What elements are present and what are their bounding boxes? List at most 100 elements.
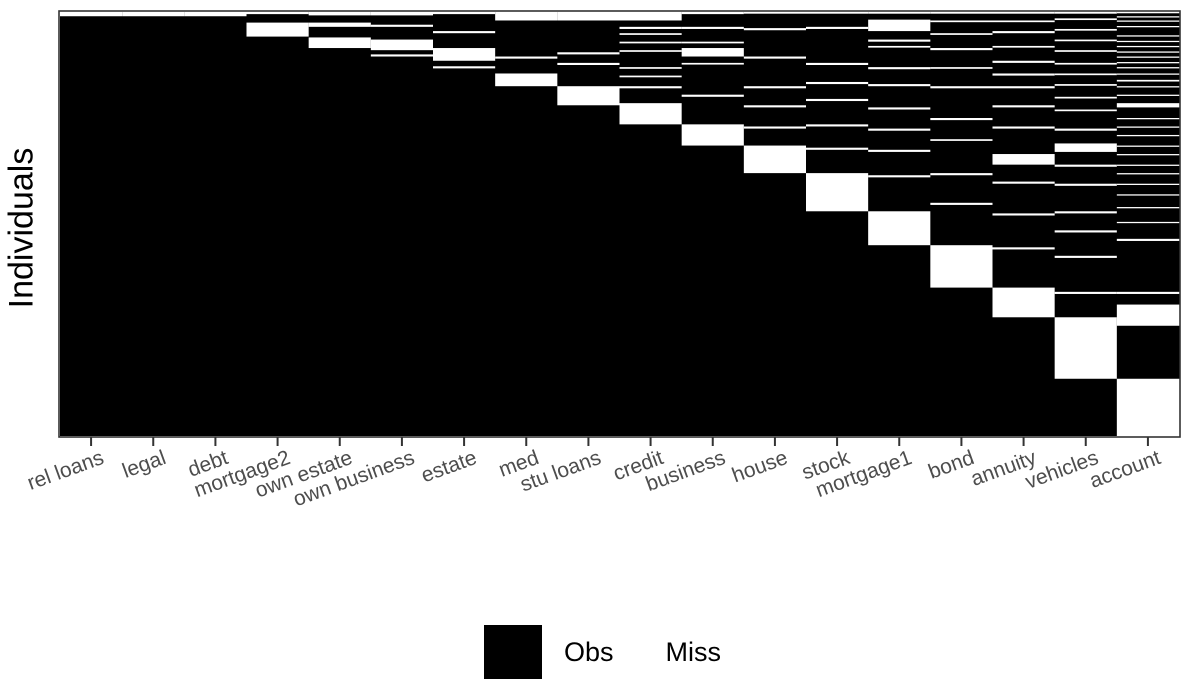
cell-miss-bond-8	[930, 173, 993, 176]
cell-miss-vehicles-4	[1054, 50, 1118, 52]
legend: Obs Miss	[484, 625, 751, 679]
cell-miss-vehicles-2	[1054, 28, 1118, 31]
cell-miss-vehicles-14	[1054, 211, 1118, 214]
cell-obs-rel-loans	[60, 12, 123, 436]
cell-miss-mortgage1-5	[868, 84, 931, 87]
cell-miss-annuity-4	[992, 60, 1056, 63]
cell-miss-account-19	[1116, 145, 1180, 147]
cell-miss-annuity-1	[992, 20, 1056, 23]
cell-miss-business-6	[681, 124, 745, 146]
cell-miss-credit-8	[619, 103, 683, 125]
cell-miss-own-business-2	[370, 39, 434, 51]
cell-obs-stu-loans	[557, 12, 620, 436]
cell-miss-house-1	[743, 28, 807, 31]
cell-miss-house-2	[743, 56, 807, 59]
cell-miss-vehicles-7	[1054, 84, 1118, 86]
cell-miss-legal-0	[122, 12, 185, 17]
cell-miss-business-0	[681, 12, 745, 15]
cell-miss-stock-7	[806, 173, 869, 212]
cell-miss-account-13	[1116, 86, 1180, 88]
cell-miss-own-business-3	[370, 54, 434, 57]
cell-miss-account-1	[1116, 16, 1180, 18]
cell-miss-account-6	[1116, 45, 1180, 48]
cell-miss-own-estate-0	[308, 12, 372, 16]
cell-miss-debt-0	[184, 12, 247, 17]
x-tick-label-account: account	[1087, 446, 1164, 493]
cell-miss-mortgage1-2	[868, 39, 931, 42]
cell-miss-stu-loans-3	[557, 86, 620, 106]
cell-miss-account-28	[1116, 291, 1180, 294]
cell-miss-account-25	[1116, 207, 1180, 209]
cell-miss-account-21	[1116, 164, 1180, 166]
cell-miss-vehicles-13	[1054, 183, 1118, 186]
cell-miss-account-30	[1116, 378, 1180, 436]
cell-miss-account-20	[1116, 154, 1180, 156]
cell-miss-mortgage1-10	[868, 211, 931, 246]
cell-miss-stock-2	[806, 62, 869, 65]
cell-miss-bond-9	[930, 202, 993, 205]
cell-miss-annuity-6	[992, 86, 1056, 89]
cell-miss-account-10	[1116, 67, 1180, 69]
cell-miss-rel-loans-0	[60, 12, 123, 17]
cell-miss-vehicles-16	[1054, 255, 1118, 258]
cell-miss-own-business-1	[370, 24, 434, 27]
cell-miss-stock-4	[806, 98, 869, 102]
cell-obs-house	[743, 12, 807, 436]
cell-miss-account-23	[1116, 183, 1180, 185]
cell-miss-vehicles-3	[1054, 39, 1118, 42]
cell-miss-account-12	[1116, 79, 1180, 82]
cell-obs-credit	[619, 12, 683, 436]
cell-miss-annuity-7	[992, 105, 1056, 108]
x-tick-label-rel-loans: rel loans	[24, 446, 106, 495]
cell-miss-business-3	[681, 48, 745, 57]
cell-miss-account-16	[1116, 118, 1180, 120]
cell-obs-legal	[122, 12, 185, 436]
cell-miss-annuity-0	[992, 12, 1056, 14]
cell-miss-house-5	[743, 126, 807, 129]
cell-miss-stock-5	[806, 124, 869, 127]
cell-miss-med-0	[495, 12, 558, 21]
cell-miss-estate-0	[433, 12, 496, 15]
cell-miss-mortgage1-1	[868, 19, 931, 32]
cell-miss-vehicles-18	[1054, 317, 1118, 379]
cell-miss-stock-1	[806, 26, 869, 29]
cell-miss-med-1	[495, 56, 558, 59]
cell-miss-business-1	[681, 26, 745, 29]
cell-obs-annuity	[992, 12, 1056, 436]
cell-miss-vehicles-5	[1054, 62, 1118, 65]
cell-miss-annuity-11	[992, 213, 1056, 216]
cell-miss-account-2	[1116, 20, 1180, 22]
cell-miss-mortgage1-9	[868, 175, 931, 178]
legend-label-obs: Obs	[564, 636, 614, 667]
cell-miss-credit-1	[619, 26, 683, 29]
cell-miss-house-3	[743, 86, 807, 89]
cell-miss-business-2	[681, 41, 745, 44]
cell-miss-bond-1	[930, 20, 993, 23]
cell-miss-bond-3	[930, 48, 993, 51]
cell-obs-own-estate	[308, 12, 372, 436]
cell-obs-estate	[433, 12, 496, 436]
cell-miss-account-7	[1116, 51, 1180, 53]
cell-miss-estate-3	[433, 66, 496, 69]
cell-miss-annuity-13	[992, 287, 1056, 318]
x-tick-label-bond: bond	[925, 446, 977, 484]
cell-miss-bond-0	[930, 12, 993, 14]
cell-obs-bond	[930, 12, 993, 436]
legend-item-obs: Obs	[484, 625, 614, 679]
cell-miss-credit-4	[619, 50, 683, 52]
cell-miss-account-4	[1116, 35, 1180, 37]
cell-miss-bond-4	[930, 67, 993, 69]
cell-miss-stock-6	[806, 147, 869, 150]
cell-miss-vehicles-9	[1054, 109, 1118, 112]
cell-miss-annuity-12	[992, 247, 1056, 250]
cell-miss-credit-3	[619, 41, 683, 44]
cell-miss-credit-6	[619, 75, 683, 78]
cell-miss-house-0	[743, 12, 807, 14]
cell-miss-vehicles-10	[1054, 128, 1118, 131]
cell-miss-annuity-3	[992, 45, 1056, 48]
cell-miss-mortgage1-0	[868, 12, 931, 14]
cell-miss-account-8	[1116, 56, 1180, 58]
cell-miss-estate-2	[433, 48, 496, 61]
cell-miss-account-11	[1116, 73, 1180, 75]
